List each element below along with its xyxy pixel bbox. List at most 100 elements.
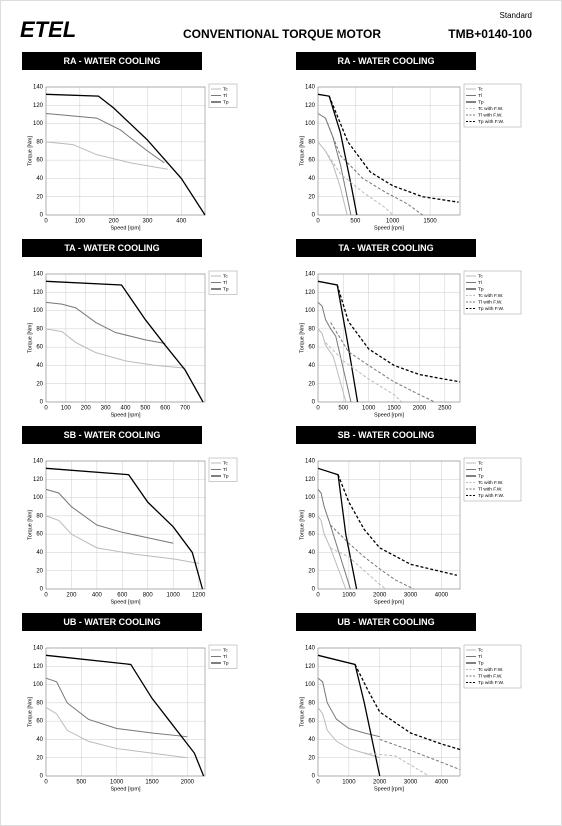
series-line [328, 95, 459, 203]
y-tick-label: 0 [40, 587, 44, 593]
y-tick-label: 80 [36, 700, 43, 706]
legend-label: Tp [478, 473, 484, 479]
legend-box [463, 270, 522, 315]
y-tick-label: 60 [308, 158, 315, 164]
x-tick-label: 3000 [404, 593, 418, 599]
x-tick-label: 600 [117, 593, 128, 599]
x-tick-label: 800 [143, 593, 154, 599]
series-line [45, 113, 165, 164]
series-line [45, 301, 166, 344]
y-tick-label: 140 [305, 646, 316, 652]
x-tick-label: 200 [66, 593, 77, 599]
series-line [317, 515, 347, 590]
x-tick-label: 1000 [386, 219, 400, 225]
series-line [330, 547, 387, 590]
y-tick-label: 100 [305, 121, 316, 127]
y-tick-label: 0 [312, 213, 316, 219]
y-tick-label: 120 [33, 103, 44, 109]
legend-label: Tc [478, 647, 483, 653]
y-tick-label: 0 [312, 400, 316, 406]
legend-label: Tc [478, 86, 483, 92]
legend-label: Tp with F.W. [478, 306, 504, 312]
y-tick-label: 100 [33, 495, 44, 501]
x-axis-label: Speed [rpm] [374, 412, 404, 418]
x-tick-label: 400 [120, 406, 131, 412]
y-axis-label: Torque [Nm] [299, 136, 305, 166]
chart-title: TA - WATER COOLING [338, 243, 433, 253]
legend-label: Tl [478, 280, 482, 286]
y-tick-label: 20 [308, 194, 315, 200]
legend-label: Tc with F.W. [478, 106, 503, 112]
chart-title: TA - WATER COOLING [64, 243, 159, 253]
y-axis-label: Torque [Nm] [299, 510, 305, 540]
legend-label: Tl [223, 467, 227, 473]
x-tick-label: 1500 [145, 780, 159, 786]
y-tick-label: 80 [36, 513, 43, 519]
legend-label: Tc [478, 460, 483, 466]
legend-label: Tl [478, 654, 482, 660]
series-line [337, 474, 458, 576]
x-tick-label: 0 [44, 406, 48, 412]
plot-frame [45, 460, 206, 590]
y-tick-label: 60 [308, 345, 315, 351]
y-tick-label: 100 [305, 682, 316, 688]
legend-label: Tp [478, 286, 484, 292]
series-line [45, 677, 188, 738]
legend-label: Tc [223, 86, 228, 92]
x-tick-label: 4000 [435, 593, 449, 599]
chart-title: UB - WATER COOLING [63, 617, 160, 627]
legend-label: Tp [223, 99, 229, 105]
x-tick-label: 2500 [438, 406, 452, 412]
series-line [45, 654, 205, 777]
version: Standard [500, 11, 532, 20]
model: TMB+0140-100 [448, 27, 532, 41]
y-tick-label: 140 [33, 646, 44, 652]
x-tick-label: 1000 [342, 780, 356, 786]
y-tick-label: 80 [308, 139, 315, 145]
x-tick-label: 300 [142, 219, 153, 225]
title-bar [22, 426, 202, 444]
x-axis-label: Speed [rpm] [111, 412, 141, 418]
y-tick-label: 40 [308, 550, 315, 556]
legend-label: Tp with F.W. [478, 680, 504, 686]
series-line [329, 524, 414, 590]
series-line [317, 141, 348, 216]
x-tick-label: 0 [316, 593, 320, 599]
y-tick-label: 140 [33, 272, 44, 278]
y-tick-label: 20 [36, 194, 43, 200]
legend-label: Tl [478, 93, 482, 99]
series-line [317, 280, 359, 403]
x-tick-label: 0 [316, 406, 320, 412]
series-line [379, 738, 461, 771]
series-line [364, 752, 430, 777]
legend-label: Tc [223, 273, 228, 279]
x-tick-label: 1500 [423, 219, 437, 225]
x-tick-label: 600 [160, 406, 171, 412]
legend-label: Tp with F.W. [478, 119, 504, 125]
y-tick-label: 40 [36, 737, 43, 743]
x-tick-label: 300 [101, 406, 112, 412]
x-tick-label: 200 [81, 406, 92, 412]
y-tick-label: 100 [33, 308, 44, 314]
y-axis-label: Torque [Nm] [27, 510, 33, 540]
legend-label: Tp with F.W. [478, 493, 504, 499]
plot-frame [317, 86, 461, 216]
x-tick-label: 1500 [387, 406, 401, 412]
title-bar [296, 239, 476, 257]
legend-box [463, 644, 522, 689]
y-tick-label: 80 [36, 139, 43, 145]
legend-label: Tc with F.W. [478, 293, 503, 299]
x-axis-label: Speed [rpm] [374, 225, 404, 231]
document-title: CONVENTIONAL TORQUE MOTOR [183, 27, 381, 41]
chart-title: UB - WATER COOLING [337, 617, 434, 627]
plot-frame [317, 460, 461, 590]
y-tick-label: 140 [305, 459, 316, 465]
x-axis-label: Speed [rpm] [374, 599, 404, 605]
x-tick-label: 4000 [435, 780, 449, 786]
y-tick-label: 0 [40, 400, 44, 406]
x-tick-label: 100 [61, 406, 72, 412]
plot-frame [317, 273, 461, 403]
series-line [317, 654, 381, 777]
y-tick-label: 120 [305, 290, 316, 296]
